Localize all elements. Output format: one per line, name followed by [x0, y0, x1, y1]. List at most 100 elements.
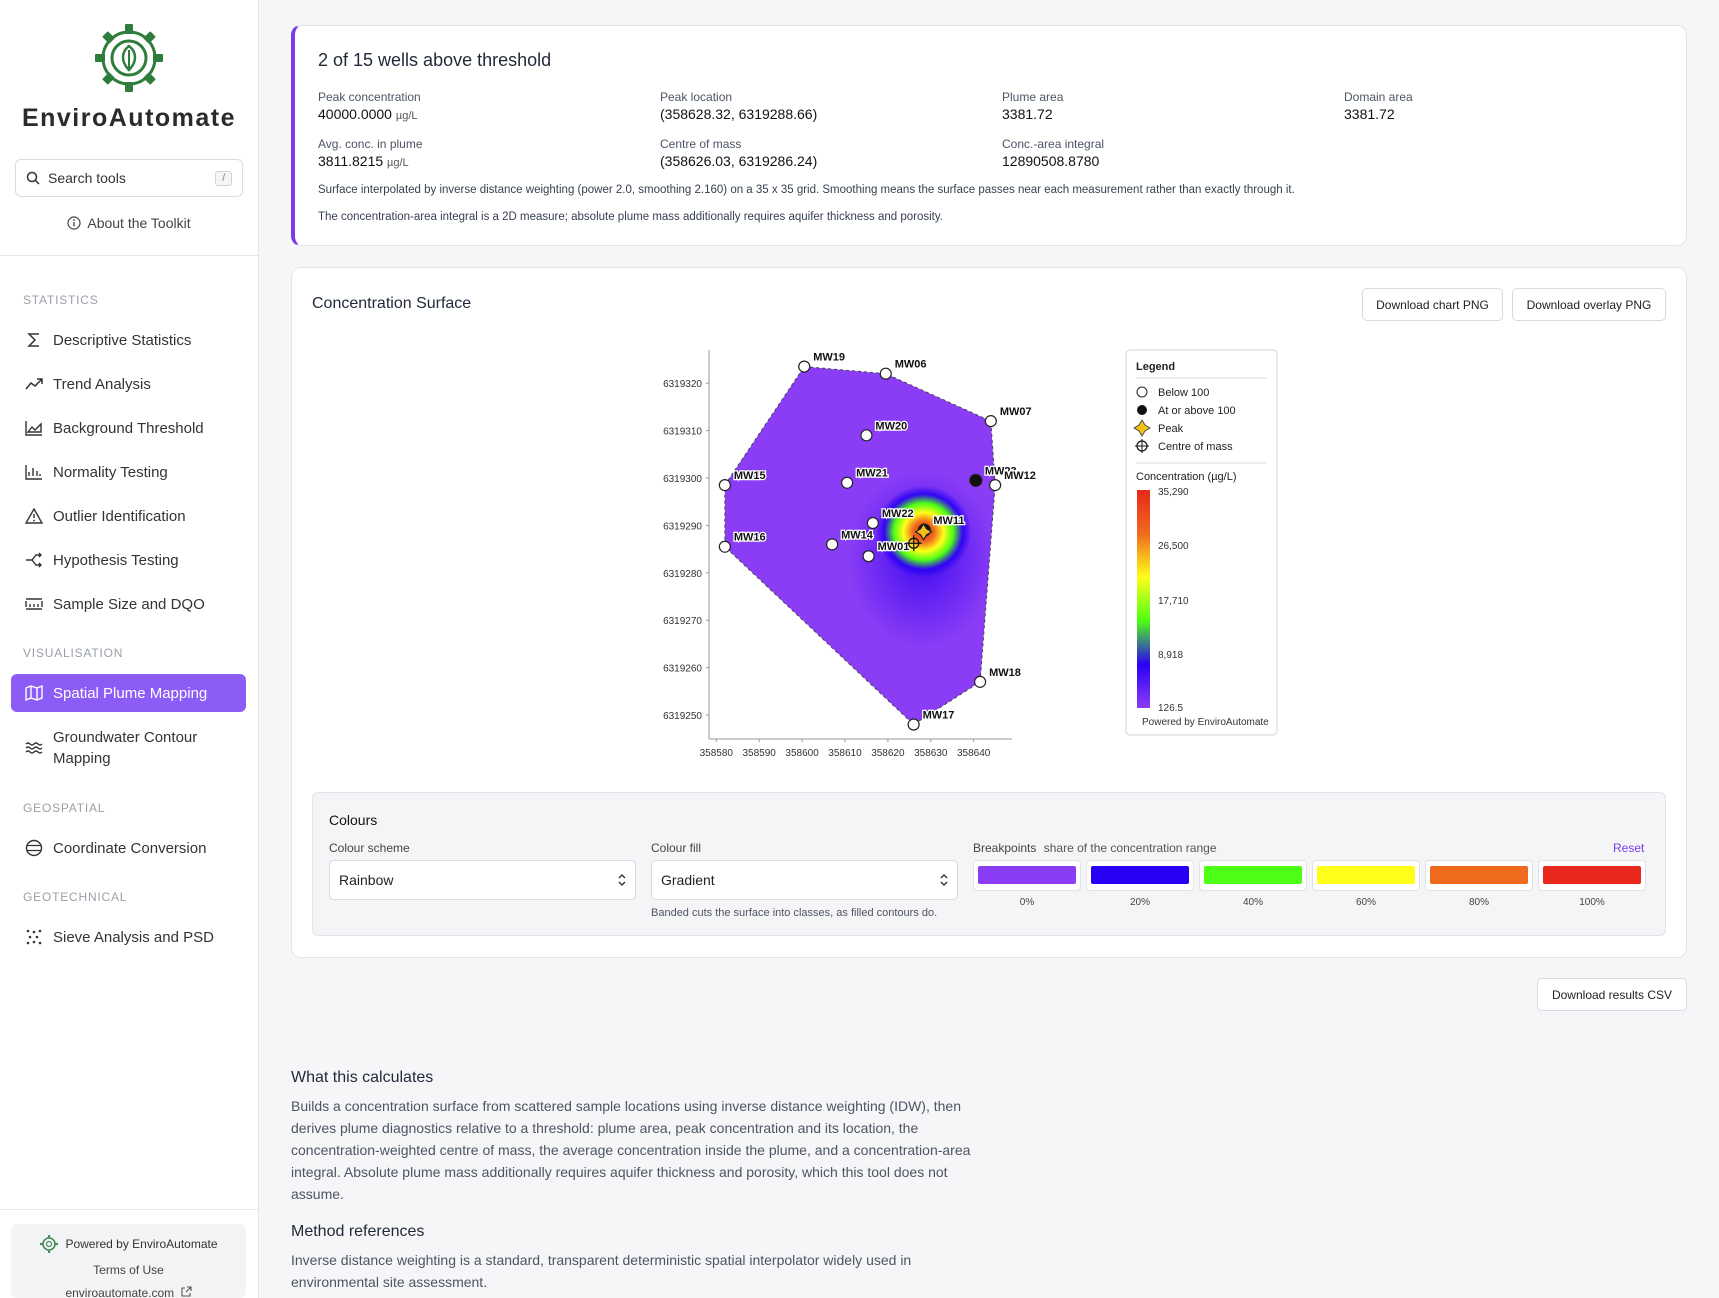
search-input[interactable]: Search tools / — [15, 159, 243, 197]
colorbar-tick: 26,500 — [1158, 541, 1189, 552]
sidebar-item-label: Spatial Plume Mapping — [53, 684, 208, 702]
download-overlay-png-button[interactable]: Download overlay PNG — [1512, 288, 1666, 321]
sidebar-footer: Powered by EnviroAutomate Terms of Use e… — [11, 1224, 246, 1298]
well-label: MW15 — [734, 470, 766, 482]
sidebar-item-label: Coordinate Conversion — [53, 839, 207, 857]
metric-unit: µg/L — [387, 157, 409, 169]
breakpoint-swatch-1[interactable] — [1086, 860, 1194, 891]
well-label: MW22 — [882, 508, 914, 520]
colours-title: Colours — [329, 812, 378, 828]
x-tick-label: 358620 — [871, 748, 905, 759]
reset-breakpoints-link[interactable]: Reset — [1613, 841, 1645, 855]
y-tick-label: 6319250 — [663, 711, 702, 722]
interpolation-note: Surface interpolated by inverse distance… — [318, 184, 1295, 196]
legend-centre-marker — [1135, 439, 1149, 453]
well-marker: MW01 — [862, 540, 911, 563]
colour-scheme-label: Colour scheme — [329, 841, 410, 855]
colorbar — [1137, 490, 1150, 708]
what-this-calculates-body: Builds a concentration surface from scat… — [291, 1098, 971, 1202]
legend-item-below: Below 100 — [1158, 387, 1209, 399]
metric-domain-area: Domain area 3381.72 — [1344, 90, 1413, 122]
brand[interactable]: EnviroAutomate — [0, 0, 258, 133]
breakpoint-swatch-3[interactable] — [1312, 860, 1420, 891]
well-marker: MW22 — [866, 507, 915, 530]
metric-value: 3381.72 — [1344, 106, 1395, 122]
chevron-updown-icon — [940, 874, 948, 886]
ruler-icon — [24, 594, 44, 614]
well-label: MW07 — [1000, 406, 1032, 418]
breakpoints-subtitle: share of the concentration range — [1043, 841, 1217, 855]
colorbar-title: Concentration (µg/L) — [1136, 471, 1237, 483]
about-label: About the Toolkit — [87, 215, 191, 231]
sidebar-item-hypothesis-testing[interactable]: Hypothesis Testing — [11, 541, 246, 579]
section-geospatial: GEOSPATIAL — [23, 801, 106, 815]
y-tick-label: 6319290 — [663, 521, 702, 532]
well-marker: MW18 — [974, 666, 1022, 688]
map-icon — [24, 683, 44, 703]
peak-marker — [914, 522, 933, 541]
gear-leaf-logo-icon — [95, 24, 163, 92]
legend-item-centre: Centre of mass — [1158, 441, 1233, 453]
well-point-below — [984, 415, 997, 428]
well-marker: MW20 — [860, 419, 908, 442]
website-link[interactable]: enviroautomate.com — [11, 1286, 246, 1298]
sidebar-item-sample-size-dqo[interactable]: Sample Size and DQO — [11, 585, 246, 623]
metric-label: Domain area — [1344, 90, 1413, 104]
terms-link[interactable]: Terms of Use — [93, 1263, 164, 1277]
swatch-color — [1317, 866, 1415, 884]
colorbar-tick: 8,918 — [1158, 650, 1183, 661]
x-tick-label: 358640 — [957, 748, 991, 759]
download-results-csv-button[interactable]: Download results CSV — [1537, 978, 1687, 1011]
well-marker: MW21 — [841, 466, 889, 489]
surface-title: Concentration Surface — [312, 295, 472, 312]
plume-chart: 6319250 6319260 6319270 6319280 6319290 63193… — [663, 349, 1278, 759]
what-this-calculates-title: What this calculates — [291, 1069, 434, 1086]
y-tick-label: 6319270 — [663, 616, 702, 627]
download-chart-png-button[interactable]: Download chart PNG — [1362, 288, 1503, 321]
sidebar-item-label: Sieve Analysis and PSD — [53, 928, 214, 946]
y-tick-label: 6319310 — [663, 427, 702, 438]
breakpoint-label: 100% — [1579, 897, 1605, 908]
sidebar-item-descriptive-statistics[interactable]: Descriptive Statistics — [11, 321, 246, 359]
sidebar-item-trend-analysis[interactable]: Trend Analysis — [11, 365, 246, 403]
breakpoint-swatch-5[interactable] — [1538, 860, 1646, 891]
well-label: MW21 — [856, 468, 888, 480]
breakpoint-swatch-4[interactable] — [1425, 860, 1533, 891]
centre-of-mass-marker — [905, 535, 922, 552]
colour-scheme-value: Rainbow — [339, 872, 394, 888]
colour-fill-select[interactable]: Gradient — [651, 860, 958, 900]
brand-name: EnviroAutomate — [21, 104, 237, 132]
sidebar-item-background-threshold[interactable]: Background Threshold — [11, 409, 246, 447]
chart-legend: Legend Below 100 At or above 100 Peak Ce… — [1125, 349, 1278, 736]
legend-item-peak: Peak — [1158, 423, 1184, 435]
sidebar-item-coordinate-conversion[interactable]: Coordinate Conversion — [11, 829, 246, 867]
integral-note: The concentration-area integral is a 2D … — [318, 211, 943, 223]
sidebar-item-label: Background Threshold — [53, 419, 204, 437]
split-arrow-icon — [24, 550, 44, 570]
grid-dots-icon — [24, 927, 44, 947]
breakpoint-swatch-2[interactable] — [1199, 860, 1307, 891]
legend-peak-marker — [1133, 419, 1151, 437]
well-marker: MW23 — [969, 464, 1018, 487]
well-label: MW18 — [989, 667, 1021, 679]
breakpoint-label: 0% — [1019, 897, 1035, 908]
colorbar-tick: 126.5 — [1158, 703, 1183, 714]
sidebar-item-label: Sample Size and DQO — [53, 595, 205, 613]
metric-label: Plume area — [1002, 90, 1064, 104]
sidebar-item-spatial-plume-mapping[interactable]: Spatial Plume Mapping — [11, 674, 246, 712]
y-tick-label: 6319300 — [663, 474, 702, 485]
sidebar-item-outlier-identification[interactable]: Outlier Identification — [11, 497, 246, 535]
x-tick-label: 358630 — [914, 748, 948, 759]
sidebar-item-sieve-analysis-psd[interactable]: Sieve Analysis and PSD — [11, 918, 246, 956]
about-toolkit-link[interactable]: About the Toolkit — [0, 215, 258, 231]
swatch-color — [978, 866, 1076, 884]
well-label: MW16 — [734, 532, 766, 544]
breakpoint-swatch-0[interactable] — [973, 860, 1081, 891]
x-tick-label: 358580 — [700, 748, 734, 759]
colour-scheme-select[interactable]: Rainbow — [329, 860, 636, 900]
y-tick-label: 6319320 — [663, 379, 702, 390]
search-icon — [26, 171, 40, 185]
metric-value: 3811.8215 — [318, 153, 384, 169]
sidebar-item-normality-testing[interactable]: Normality Testing — [11, 453, 246, 491]
sidebar-item-groundwater-contour-mapping[interactable]: Groundwater Contour Mapping — [11, 722, 246, 774]
